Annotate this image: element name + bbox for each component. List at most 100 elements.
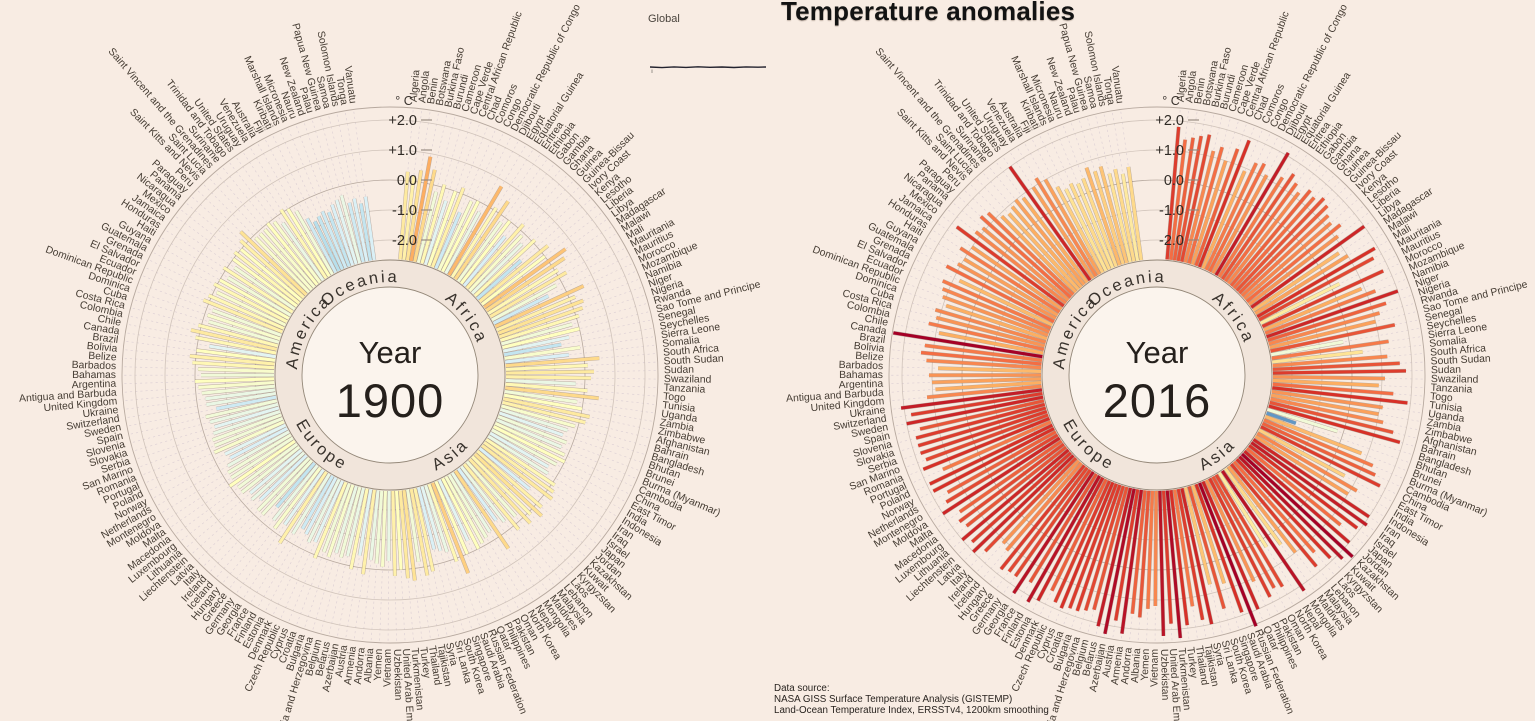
bar-Suriname xyxy=(1014,198,1086,286)
bar-Burundi xyxy=(1183,150,1215,263)
bar-Venezuela xyxy=(1034,177,1098,277)
bar-Georgia xyxy=(278,471,328,544)
bar-France xyxy=(291,473,331,535)
country-spoke xyxy=(134,408,277,451)
bar-Saint Lucia xyxy=(259,232,313,291)
bar-Latvia xyxy=(259,454,308,501)
country-spoke xyxy=(126,389,274,410)
bar-Bolivia xyxy=(920,351,1042,366)
bar-Canada xyxy=(893,331,1043,359)
bar-Marshall Islands xyxy=(317,215,344,270)
country-spoke xyxy=(478,199,591,298)
bar-Comoros xyxy=(1201,170,1247,270)
country-spoke xyxy=(1269,409,1412,455)
country-spoke xyxy=(296,125,349,265)
country-label: Turkey xyxy=(1184,646,1199,679)
country-label: Uzbekistan xyxy=(1158,649,1170,701)
bar-Philippines xyxy=(437,479,470,542)
bar-Zimbabwe xyxy=(1270,397,1384,424)
country-spoke xyxy=(181,448,298,541)
country-label: Ukraine xyxy=(82,405,119,421)
country-spoke xyxy=(186,450,301,548)
bar-Bahrain xyxy=(501,404,576,428)
bar-Colombia xyxy=(190,328,278,351)
bar-Poland xyxy=(224,423,287,456)
country-spoke xyxy=(203,184,308,291)
bar-Chad xyxy=(430,187,465,268)
country-label: Armenia xyxy=(343,646,359,686)
bar-Cambodia xyxy=(1261,421,1376,477)
global-series-label: Global xyxy=(648,13,680,25)
country-label: Bolivia xyxy=(86,341,118,355)
bar-Kyrgyzstan xyxy=(468,458,532,525)
bar-Costa Rica xyxy=(935,316,1046,348)
bar-Lithuania xyxy=(249,448,303,495)
bar-South Sudan xyxy=(1272,361,1400,371)
bar-Vietnam xyxy=(1153,490,1158,607)
bar-Israel xyxy=(481,444,553,501)
bar-Mali xyxy=(1256,246,1376,319)
bar-Estonia xyxy=(304,476,338,535)
bar-New Zealand xyxy=(1084,167,1122,266)
country-spoke xyxy=(1268,413,1409,463)
bar-Ecuador xyxy=(202,298,283,334)
bar-Austria xyxy=(358,489,373,556)
country-spoke xyxy=(288,129,346,267)
country-label: Angola xyxy=(417,70,432,104)
bar-Andorra xyxy=(1130,490,1147,614)
country-spoke xyxy=(495,255,629,323)
global-sparkline-path xyxy=(649,66,767,69)
country-spoke xyxy=(223,466,317,583)
bar-Macedonia xyxy=(237,442,298,489)
bar-Finland xyxy=(1026,475,1101,603)
bar-Luxembourg xyxy=(965,445,1068,528)
bar-Italy xyxy=(984,456,1078,553)
bar-Iceland xyxy=(275,462,316,509)
bar-Eritrea xyxy=(1220,173,1295,280)
bar-Kenya xyxy=(476,259,523,300)
country-label: Vanuatu xyxy=(342,65,358,104)
bar-Afghanistan xyxy=(1269,400,1394,434)
country-spoke xyxy=(153,429,286,498)
bar-Armenia xyxy=(1120,489,1143,634)
bar-Haiti xyxy=(227,276,292,317)
country-spoke xyxy=(507,344,655,363)
bar-Ethiopia xyxy=(457,221,503,283)
bar-Equatorial Guinea xyxy=(450,207,498,278)
bar-East Timor xyxy=(1258,428,1346,478)
bar-Senegal xyxy=(1270,323,1396,353)
bar-Grenada xyxy=(216,290,286,327)
bar-Lithuania xyxy=(961,448,1070,541)
bar-Mongolia xyxy=(454,469,510,550)
bar-South Sudan xyxy=(505,363,588,371)
bar-Guinea-Bissau xyxy=(1238,204,1329,295)
bar-Barbados xyxy=(938,366,1042,373)
bar-Guyana xyxy=(218,278,290,320)
bar-Malaysia xyxy=(460,465,506,523)
bar-Central African Republic xyxy=(1194,148,1240,267)
bar-Colombia xyxy=(928,321,1045,351)
country-spoke xyxy=(328,116,364,261)
country-spoke xyxy=(503,303,647,344)
country-spoke xyxy=(500,416,639,471)
bar-Chile xyxy=(195,335,277,355)
bar-Morocco xyxy=(494,284,585,328)
country-label: Belize xyxy=(855,351,884,364)
bar-Rwanda xyxy=(1268,311,1380,346)
country-spoke xyxy=(166,438,292,520)
country-spoke xyxy=(162,435,290,513)
bar-Comoros xyxy=(434,211,462,270)
country-spoke xyxy=(216,464,314,578)
country-label: Algeria xyxy=(1176,69,1190,102)
bar-Oman xyxy=(444,475,484,544)
bar-Trinidad and Tobago xyxy=(1021,196,1089,284)
bar-Ireland xyxy=(1001,459,1080,545)
bar-Switzerland xyxy=(206,391,276,407)
bar-Papua New Guinea xyxy=(339,195,362,264)
country-spoke xyxy=(304,123,353,264)
bar-Saint Kitts and Nevis xyxy=(1000,215,1077,294)
bar-Panama xyxy=(981,226,1070,302)
bar-Mexico xyxy=(955,225,1065,308)
bar-Kuwait xyxy=(471,455,532,516)
